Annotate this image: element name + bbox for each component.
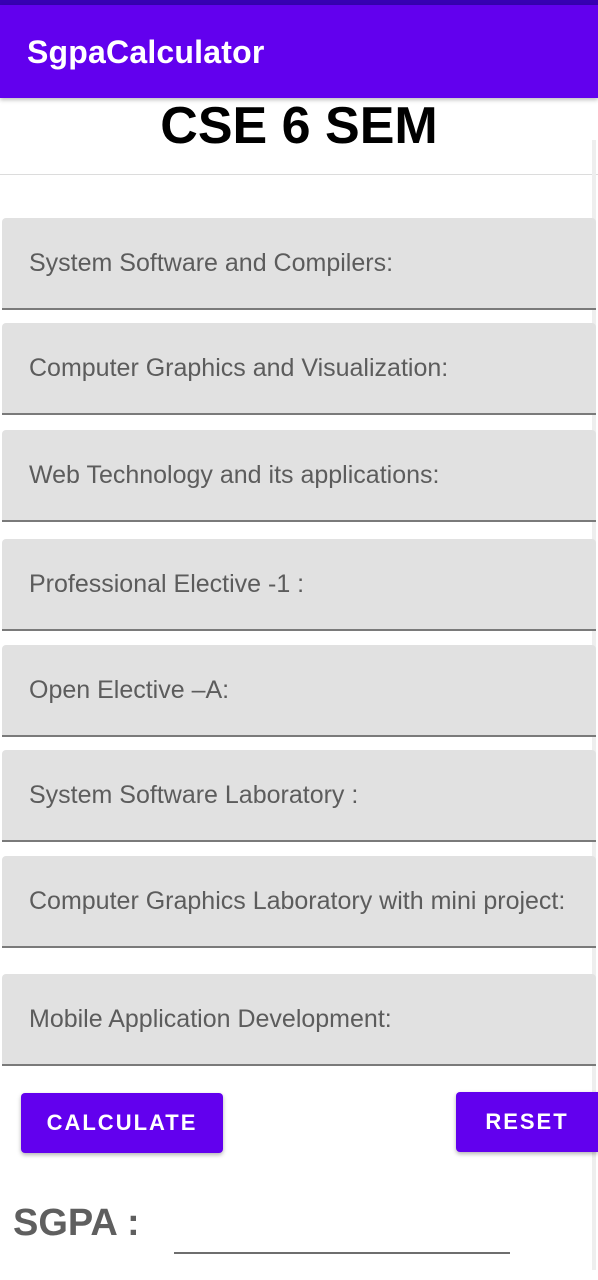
subject-field-system-software-lab[interactable] [2,750,596,842]
subject-input[interactable] [2,974,596,1064]
subject-input[interactable] [2,218,596,308]
app-title: SgpaCalculator [27,34,265,70]
subject-field-computer-graphics-visualization[interactable] [2,323,596,415]
header-divider [0,174,598,175]
subject-input[interactable] [2,539,596,629]
subject-field-computer-graphics-lab[interactable] [2,856,596,948]
subject-input[interactable] [2,856,596,946]
sgpa-result-field [174,1200,510,1254]
subject-input[interactable] [2,645,596,735]
app-bar: SgpaCalculator [0,5,598,98]
subject-field-web-technology[interactable] [2,430,596,522]
reset-button[interactable]: RESET [456,1092,598,1152]
calculate-button[interactable]: CALCULATE [21,1093,223,1153]
status-bar-strip [0,0,598,5]
subject-input[interactable] [2,750,596,840]
subject-field-professional-elective[interactable] [2,539,596,631]
subject-field-mobile-app-development[interactable] [2,974,596,1066]
subject-input[interactable] [2,430,596,520]
page-title: CSE 6 SEM [160,97,438,155]
subject-field-open-elective[interactable] [2,645,596,737]
subject-input[interactable] [2,323,596,413]
subject-field-system-software-compilers[interactable] [2,218,596,310]
sgpa-label: SGPA : [13,1202,140,1244]
